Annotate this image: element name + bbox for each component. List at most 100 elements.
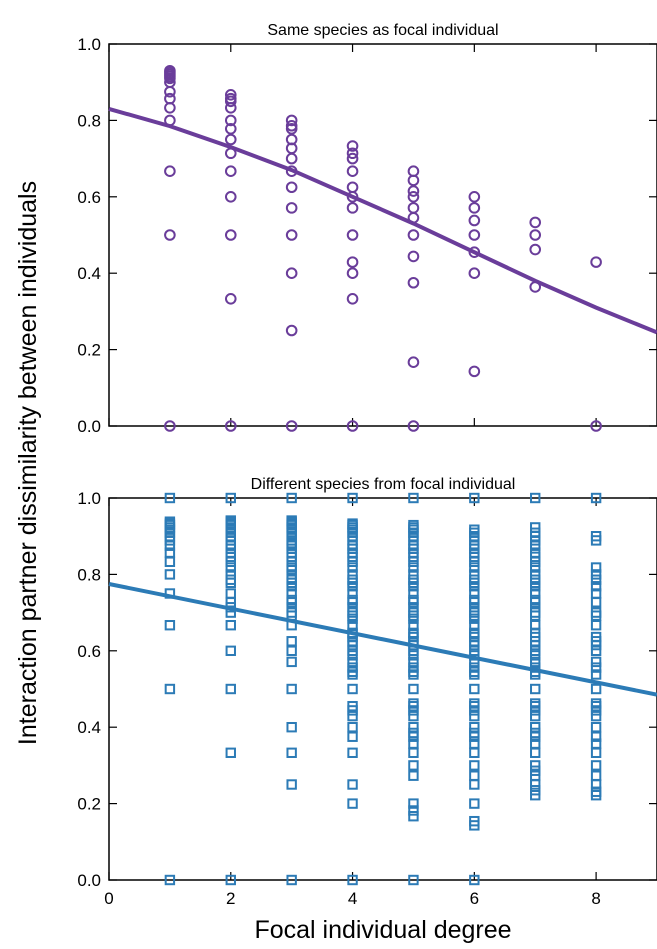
data-point	[408, 798, 419, 809]
data-point	[590, 779, 602, 790]
data-point	[469, 770, 480, 781]
data-point	[469, 820, 480, 831]
data-point	[286, 610, 297, 621]
data-point	[407, 212, 420, 224]
data-point	[530, 669, 541, 680]
data-point	[225, 562, 236, 573]
data-point	[347, 650, 358, 661]
data-point	[590, 620, 602, 631]
data-points	[164, 492, 602, 886]
data-point	[286, 683, 297, 695]
data-point	[286, 607, 297, 618]
data-point	[224, 101, 237, 114]
data-point	[286, 656, 297, 668]
data-point	[285, 114, 298, 127]
data-point	[346, 229, 359, 241]
data-point	[285, 202, 298, 214]
data-point	[285, 229, 298, 241]
data-point	[164, 540, 176, 551]
data-point	[347, 556, 358, 567]
data-point	[590, 747, 602, 758]
data-point	[468, 202, 481, 214]
data-point	[347, 562, 358, 573]
data-point	[408, 556, 419, 567]
data-point	[224, 191, 237, 203]
data-point	[347, 874, 358, 886]
data-point	[346, 267, 359, 280]
data-point	[468, 191, 481, 203]
data-point	[164, 569, 176, 580]
data-point	[408, 607, 419, 618]
data-point	[347, 656, 358, 668]
data-point	[408, 731, 419, 742]
data-point	[285, 324, 298, 337]
data-points	[164, 64, 602, 432]
data-point	[530, 607, 541, 618]
x-tick-label: 4	[348, 889, 357, 908]
data-point	[347, 705, 358, 716]
data-point	[408, 639, 419, 651]
data-point	[164, 556, 176, 567]
data-point	[590, 420, 602, 432]
data-point	[469, 581, 480, 592]
data-point	[529, 229, 542, 241]
y-tick-label: 0.6	[77, 642, 101, 661]
data-point	[407, 276, 420, 289]
data-point	[469, 710, 480, 722]
data-point	[164, 114, 176, 127]
data-point	[225, 683, 236, 695]
data-point	[590, 760, 602, 771]
data-point	[530, 610, 541, 621]
data-point	[347, 747, 358, 758]
panel-title: Same species as focal individual	[267, 22, 498, 39]
data-point	[346, 202, 359, 214]
data-point	[224, 133, 237, 146]
data-point	[408, 656, 419, 668]
data-point	[469, 669, 480, 680]
data-point	[468, 246, 481, 258]
data-point	[530, 650, 541, 661]
data-point	[286, 747, 297, 758]
data-point	[468, 214, 481, 227]
data-point	[224, 95, 237, 108]
data-point	[530, 535, 541, 546]
data-point	[408, 760, 419, 771]
data-point	[408, 747, 419, 758]
data-point	[469, 639, 480, 651]
data-point	[590, 770, 602, 781]
data-point	[469, 656, 480, 668]
data-point	[164, 165, 176, 178]
data-point	[164, 92, 176, 105]
x-tick-label: 6	[470, 889, 479, 908]
data-point	[469, 779, 480, 790]
data-point	[164, 492, 176, 504]
fit-line	[108, 582, 657, 697]
plot-frame	[108, 497, 657, 881]
y-tick-label: 0.2	[77, 341, 101, 360]
data-point	[590, 574, 602, 585]
data-point	[285, 123, 298, 135]
data-point	[590, 669, 602, 680]
data-point	[590, 789, 602, 801]
data-point	[286, 645, 297, 656]
data-point	[285, 165, 298, 178]
data-point	[346, 152, 359, 165]
data-point	[469, 683, 480, 695]
data-point	[590, 569, 602, 580]
data-point	[346, 147, 359, 160]
data-point	[469, 492, 480, 504]
data-point	[164, 229, 176, 241]
data-point	[347, 722, 358, 733]
data-point	[530, 731, 541, 742]
data-point	[468, 267, 481, 280]
y-tick-label: 0.6	[77, 188, 101, 207]
data-point	[590, 710, 602, 722]
data-point	[164, 683, 176, 695]
data-point	[346, 140, 359, 152]
data-point	[347, 731, 358, 742]
data-point	[224, 292, 237, 305]
data-point	[164, 620, 176, 631]
data-point	[347, 613, 358, 624]
data-point	[469, 610, 480, 621]
